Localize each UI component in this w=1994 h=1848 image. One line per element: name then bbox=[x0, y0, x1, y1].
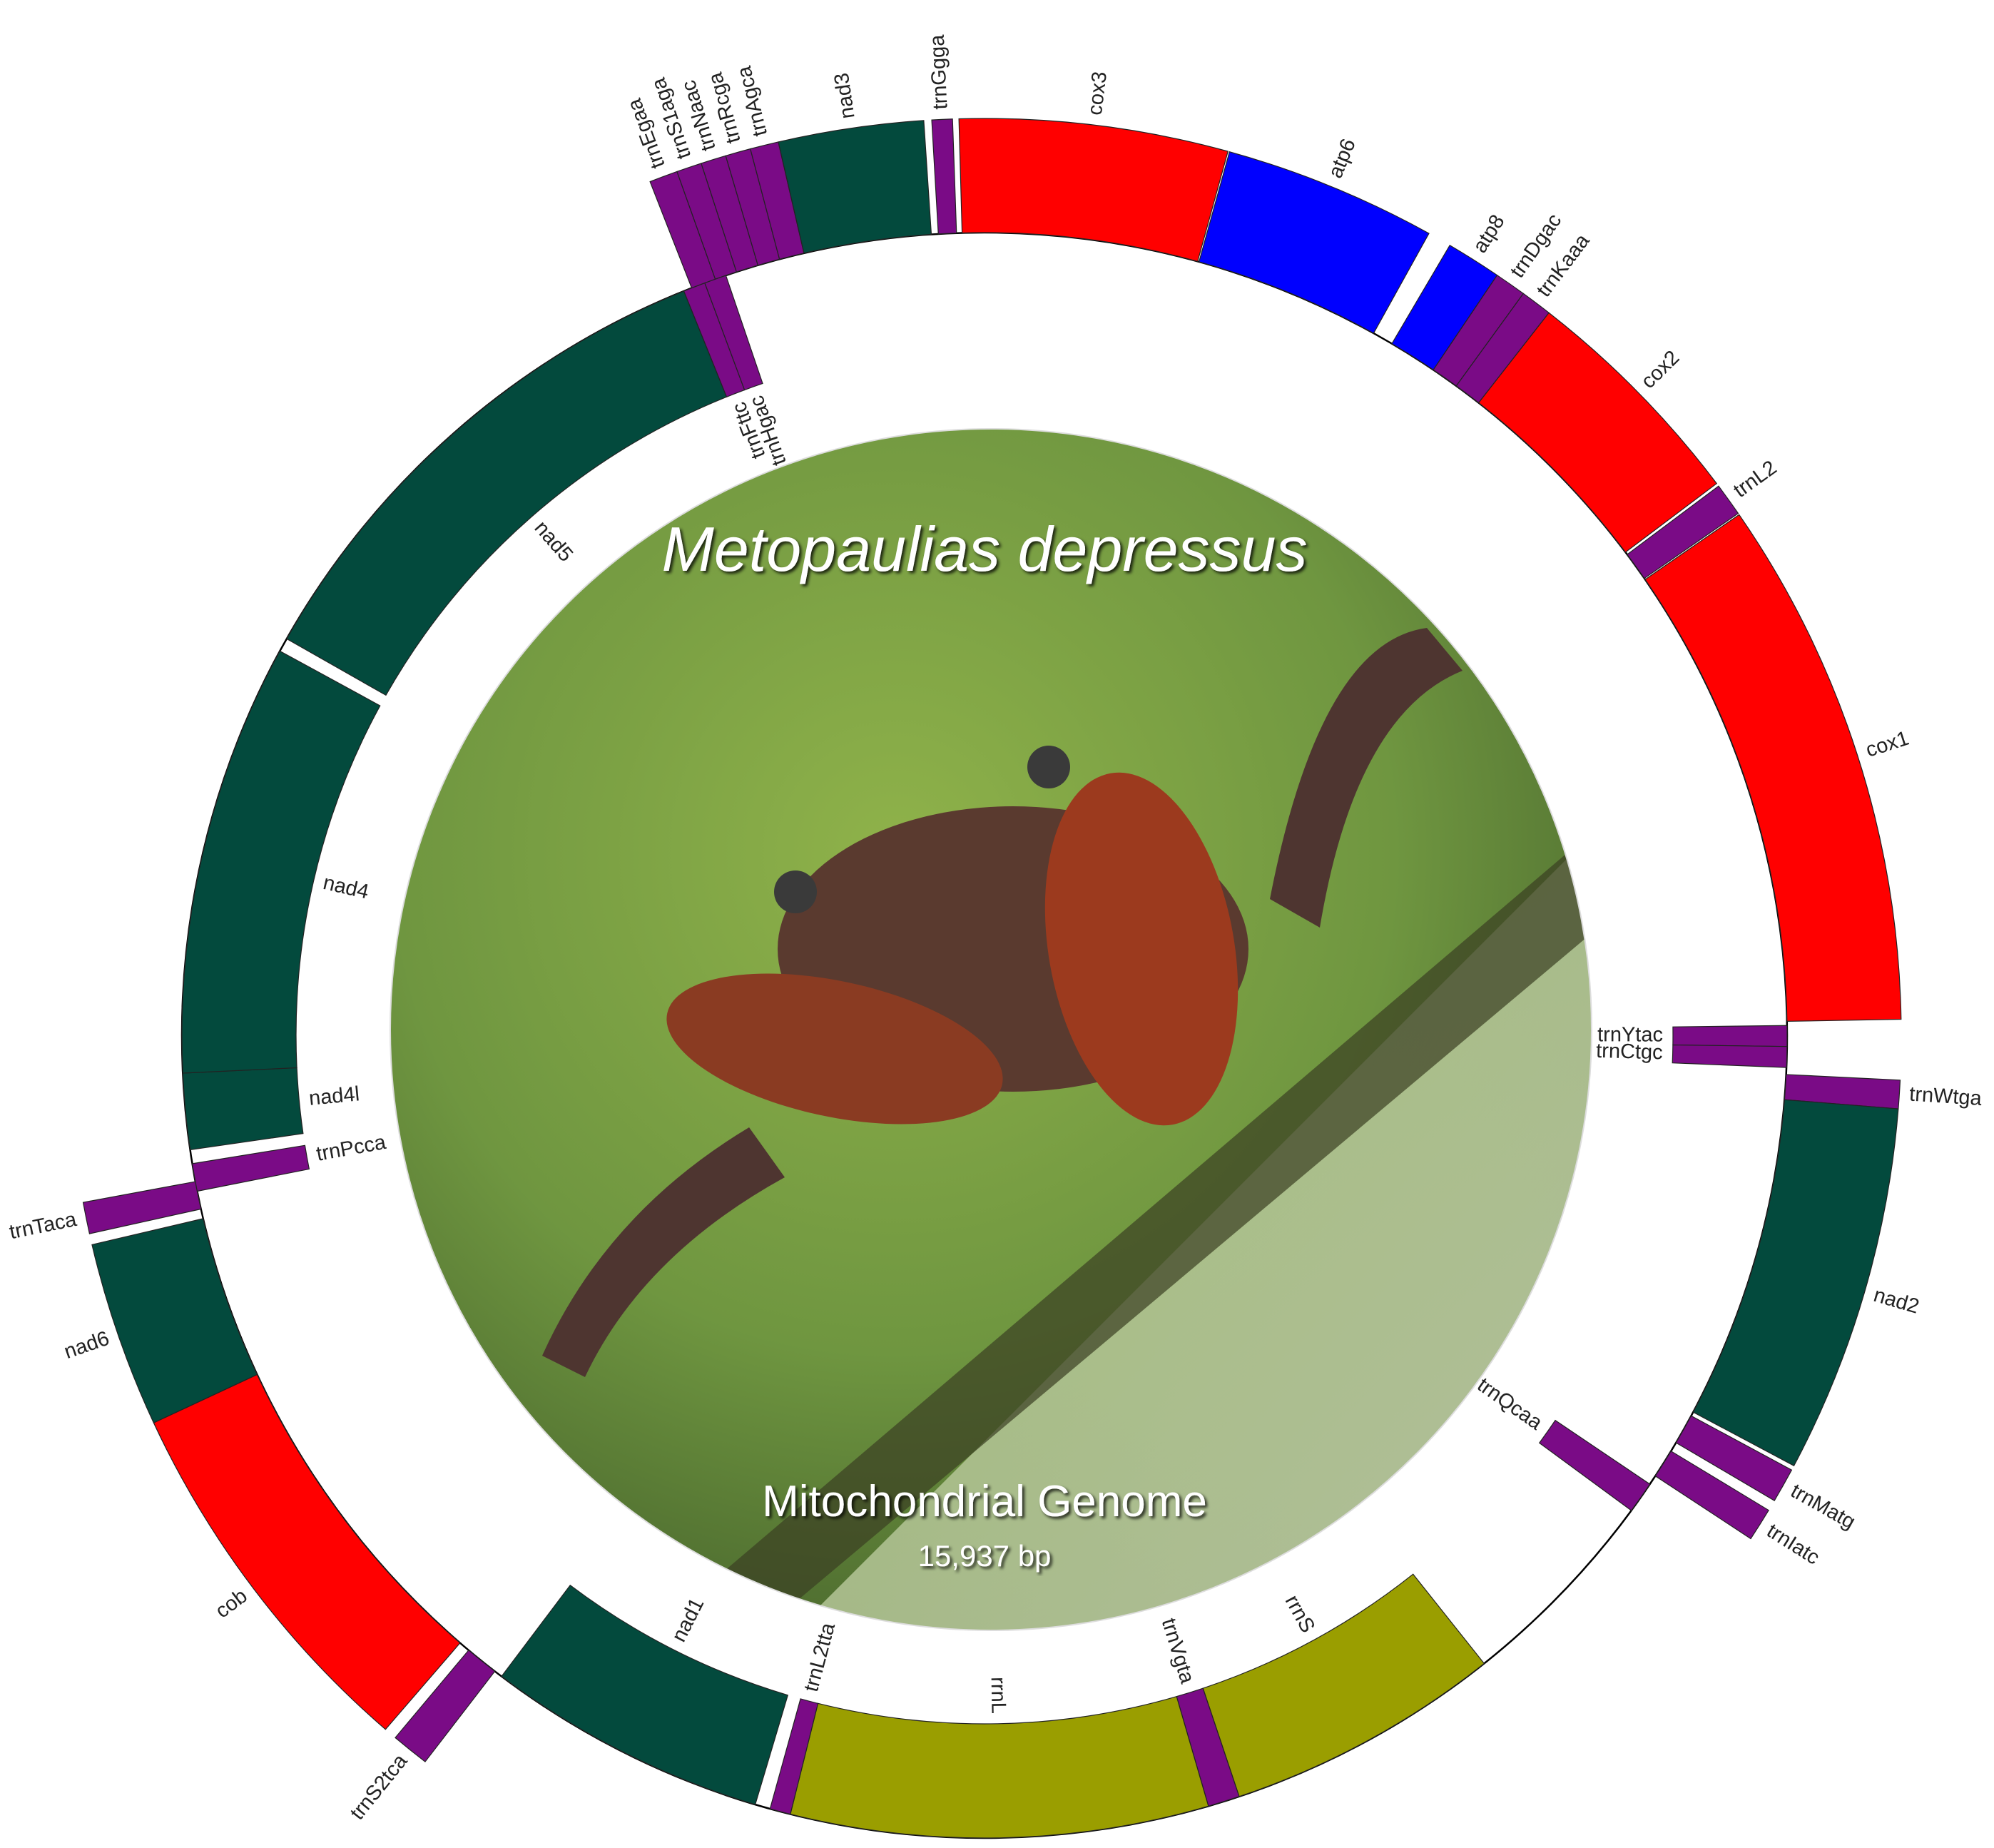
gene-block bbox=[1692, 1099, 1899, 1467]
gene-block bbox=[91, 1218, 258, 1423]
gene-block bbox=[931, 118, 957, 235]
gene-label: trnS2tca bbox=[346, 1750, 412, 1824]
gene-block bbox=[778, 120, 932, 254]
gene-block bbox=[1672, 1044, 1788, 1068]
gene-block bbox=[182, 1067, 304, 1151]
gene-label: trnGgga bbox=[926, 34, 952, 110]
gene-block bbox=[181, 650, 381, 1074]
gene-block bbox=[1538, 1419, 1651, 1511]
gene-block bbox=[1477, 312, 1718, 553]
gene-label: trnWtga bbox=[1908, 1083, 1983, 1111]
gene-block bbox=[395, 1649, 496, 1762]
gene-block bbox=[1644, 514, 1902, 1022]
gene-label: cox2 bbox=[1637, 346, 1684, 393]
gene-block bbox=[769, 1698, 819, 1815]
gene-label: rrnL bbox=[987, 1677, 1010, 1714]
gene-block bbox=[501, 1584, 789, 1805]
photo-rim bbox=[390, 428, 1592, 1631]
gene-label: trnVgta bbox=[1157, 1615, 1199, 1687]
gene-label: trnL2tta bbox=[800, 1620, 840, 1694]
gene-label: nad4l bbox=[308, 1082, 361, 1110]
gene-label: trnIatc bbox=[1763, 1519, 1823, 1569]
gene-label: trnMatg bbox=[1787, 1480, 1859, 1534]
gene-block bbox=[1654, 1450, 1769, 1540]
gene-label: rrnS bbox=[1281, 1591, 1319, 1636]
gene-label: trnQcaa bbox=[1473, 1374, 1547, 1435]
gene-label: cox1 bbox=[1863, 727, 1912, 762]
gene-label: nad2 bbox=[1871, 1284, 1922, 1319]
genome-size: 15,937 bp bbox=[918, 1539, 1052, 1573]
gene-block bbox=[191, 1144, 310, 1192]
gene-label: trnL2 bbox=[1729, 456, 1781, 502]
gene-block bbox=[1675, 1415, 1793, 1502]
gene-label: trnTaca bbox=[7, 1208, 78, 1244]
gene-block bbox=[1198, 151, 1430, 334]
gene-label: trnPcca bbox=[315, 1131, 388, 1166]
gene-label: trnCtgc bbox=[1596, 1040, 1663, 1065]
gene-block bbox=[1202, 1573, 1485, 1797]
gene-block bbox=[790, 1695, 1209, 1839]
gene-block bbox=[1672, 1025, 1788, 1047]
gene-label: atp6 bbox=[1324, 136, 1360, 181]
gene-block bbox=[1626, 485, 1739, 579]
genome-label: Mitochondrial Genome bbox=[762, 1477, 1207, 1526]
gene-block bbox=[958, 118, 1229, 263]
photo bbox=[390, 429, 1592, 1630]
gene-label: nad1 bbox=[668, 1594, 709, 1645]
gene-label: nad4 bbox=[321, 871, 371, 904]
species-title: Metopaulias depressus bbox=[662, 514, 1308, 584]
gene-label: cob bbox=[211, 1585, 252, 1623]
gene-label: cox3 bbox=[1084, 71, 1112, 117]
gene-block bbox=[153, 1374, 461, 1730]
gene-label: nad3 bbox=[830, 71, 860, 120]
gene-label: nad6 bbox=[61, 1327, 112, 1364]
gene-label: nad5 bbox=[530, 517, 578, 567]
gene-label: trnYtac bbox=[1597, 1023, 1663, 1046]
gene-label: atp8 bbox=[1468, 210, 1509, 257]
